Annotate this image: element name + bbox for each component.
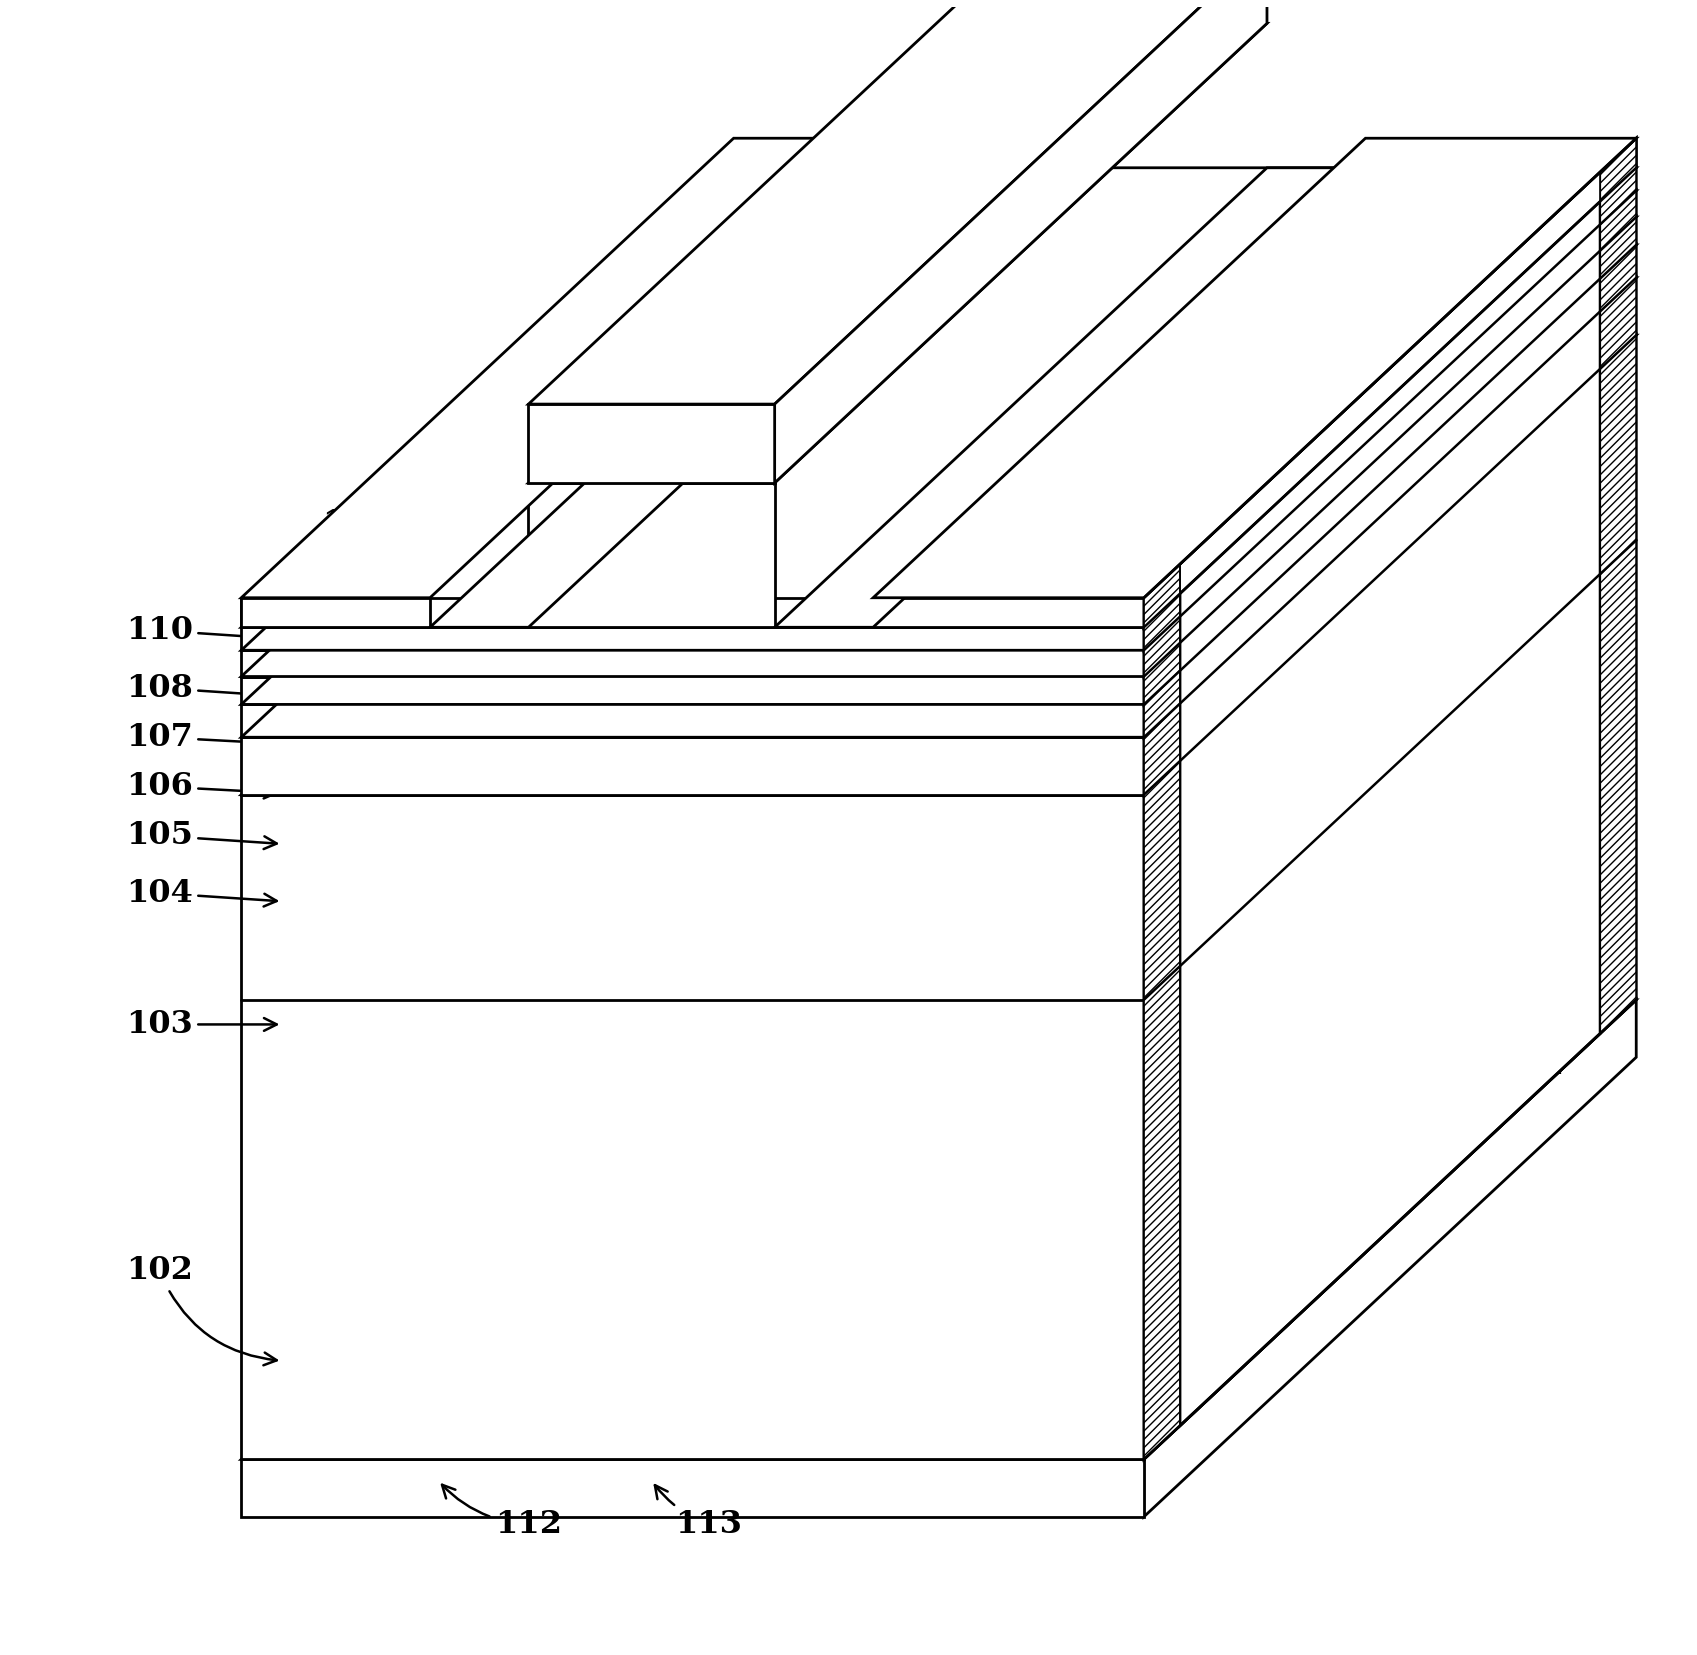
Polygon shape: [241, 794, 1144, 1460]
Text: 107: 107: [126, 722, 277, 753]
Text: 108: 108: [126, 672, 277, 703]
Polygon shape: [241, 627, 1144, 650]
Text: 114: 114: [1490, 1049, 1563, 1081]
Polygon shape: [1144, 139, 1636, 597]
Polygon shape: [241, 217, 1636, 677]
Text: 112: 112: [441, 1485, 562, 1541]
Polygon shape: [528, 23, 1268, 483]
Polygon shape: [241, 167, 1636, 627]
Polygon shape: [241, 245, 1636, 705]
Text: 104: 104: [126, 877, 277, 909]
Text: 111: 111: [322, 508, 456, 569]
Polygon shape: [1179, 172, 1600, 1425]
Polygon shape: [241, 139, 923, 597]
Polygon shape: [241, 336, 1636, 794]
Text: 101: 101: [845, 89, 972, 223]
Text: 106: 106: [126, 771, 277, 803]
Polygon shape: [1144, 139, 1636, 627]
Text: 115: 115: [1234, 1170, 1308, 1253]
Polygon shape: [241, 190, 1636, 650]
Text: 103: 103: [126, 1010, 277, 1039]
Polygon shape: [1600, 139, 1636, 1033]
Text: 113: 113: [655, 1485, 743, 1541]
Text: 102: 102: [126, 1254, 277, 1365]
Polygon shape: [241, 677, 1144, 705]
Polygon shape: [241, 736, 1144, 794]
Polygon shape: [241, 650, 1144, 677]
Text: 105: 105: [126, 821, 277, 851]
Text: 109: 109: [536, 419, 655, 480]
Polygon shape: [241, 278, 1636, 736]
Polygon shape: [528, 0, 1268, 404]
Polygon shape: [1144, 217, 1636, 705]
Polygon shape: [774, 0, 1268, 483]
Polygon shape: [1144, 336, 1636, 1460]
Polygon shape: [241, 139, 733, 597]
Polygon shape: [874, 139, 1636, 597]
Polygon shape: [241, 597, 1144, 627]
Polygon shape: [528, 404, 774, 483]
Polygon shape: [774, 167, 1366, 627]
Polygon shape: [1144, 278, 1636, 794]
Polygon shape: [241, 705, 1144, 736]
Polygon shape: [1144, 190, 1636, 677]
Polygon shape: [1144, 139, 1636, 627]
Polygon shape: [1144, 564, 1179, 1460]
Polygon shape: [429, 167, 1022, 627]
Polygon shape: [241, 1460, 1144, 1516]
Text: 110: 110: [126, 616, 277, 645]
Polygon shape: [1144, 1000, 1636, 1516]
Polygon shape: [241, 483, 1144, 627]
Polygon shape: [241, 1000, 1636, 1460]
Polygon shape: [1144, 245, 1636, 736]
Polygon shape: [1144, 167, 1636, 650]
